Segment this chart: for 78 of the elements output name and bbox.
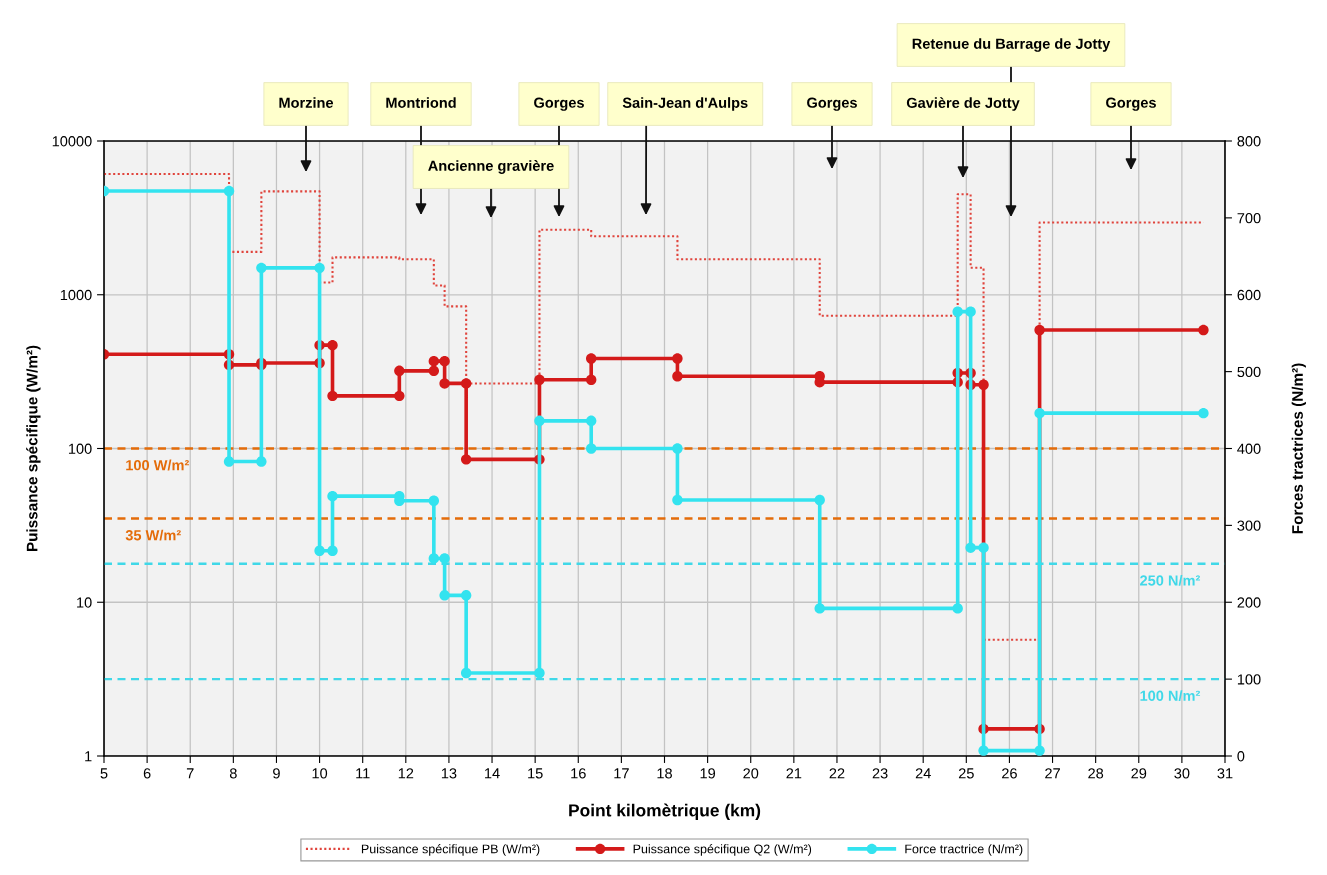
y-tick-label: 1 <box>85 751 92 762</box>
ref-line-label: 100 W/m² <box>126 459 190 471</box>
x-tick-label: 13 <box>441 768 457 779</box>
x-tick-label: 18 <box>657 768 672 779</box>
point <box>394 365 405 377</box>
point <box>978 379 989 390</box>
y2-tick-label: 200 <box>1237 597 1261 608</box>
text: Retenue du Barrage de Jotty <box>912 38 1111 52</box>
text: Gavière de Jotty <box>906 97 1020 111</box>
x-tick-label: 29 <box>1131 768 1147 779</box>
point <box>534 374 545 385</box>
y2-tick-label: 600 <box>1237 289 1261 301</box>
x-tick-label: 21 <box>786 768 802 779</box>
x-axis-title: Point kilomètrique (km) <box>569 803 761 820</box>
ref-line-label: 250 N/m² <box>1140 574 1201 586</box>
point <box>439 355 450 367</box>
point <box>428 355 440 367</box>
ref-line-label: 35 W/m² <box>125 529 181 541</box>
x-tick-label: 14 <box>485 768 500 779</box>
y2-tick-label: 100 <box>1237 674 1261 685</box>
x-tick-label: 25 <box>958 768 974 779</box>
point <box>672 353 683 364</box>
x-tick-label: 9 <box>273 768 280 779</box>
point <box>672 371 683 382</box>
ref-line-label: 100 N/m² <box>1140 690 1201 702</box>
point <box>1034 324 1045 336</box>
y2-tick-label: 300 <box>1237 520 1261 531</box>
y2-tick-label: 500 <box>1237 366 1261 378</box>
legend-label: Force tractrice (N/m²) <box>905 844 1023 856</box>
point <box>586 353 597 364</box>
y2-tick-label: 800 <box>1237 136 1261 147</box>
point <box>460 454 472 465</box>
x-tick-label: 5 <box>100 768 108 779</box>
point <box>327 339 338 351</box>
point <box>460 378 472 389</box>
point <box>439 378 450 389</box>
legend-label: Puissance spécifique Q2 (W/m²) <box>633 844 812 856</box>
x-tick-label: 28 <box>1088 768 1104 779</box>
point <box>586 374 597 385</box>
x-tick-label: 23 <box>872 768 888 779</box>
text: Gorges <box>807 97 857 111</box>
x-tick-label: 24 <box>915 768 931 779</box>
x-tick-label: 30 <box>1174 768 1190 779</box>
y-tick-label: 1000 <box>60 289 92 301</box>
x-tick-label: 22 <box>829 768 845 779</box>
y-axis-title: Puissance spécifique (W/m²) <box>26 345 41 552</box>
x-tick-label: 19 <box>700 768 716 779</box>
y-tick-label: 100 <box>68 443 92 454</box>
x-tick-label: 10 <box>312 768 328 779</box>
point <box>428 365 440 377</box>
text: Montriond <box>386 97 456 108</box>
y2-tick-label: 0 <box>1237 751 1245 762</box>
point <box>394 390 405 402</box>
annotation: Ancienne gravière <box>428 160 554 174</box>
x-tick-label: 27 <box>1045 768 1060 779</box>
y2-tick-label: 400 <box>1237 443 1261 454</box>
x-tick-label: 11 <box>356 768 370 779</box>
x-tick-label: 7 <box>186 768 194 779</box>
x-tick-label: 15 <box>528 768 543 779</box>
text: Morzine <box>279 97 334 108</box>
point <box>1198 324 1209 336</box>
x-tick-label: 17 <box>614 768 629 779</box>
text: Gorges <box>1106 97 1156 111</box>
x-tick-label: 20 <box>743 768 759 779</box>
y-tick-label: 10000 <box>52 136 92 147</box>
x-tick-label: 26 <box>1002 768 1017 779</box>
y2-axis-title: Forces tractrices (N/m²) <box>1291 363 1306 534</box>
x-tick-label: 6 <box>143 768 151 779</box>
point <box>327 390 338 402</box>
text: Sain-Jean d'Aulps <box>622 97 748 111</box>
y-tick-label: 10 <box>77 597 92 608</box>
x-tick-label: 16 <box>571 768 586 779</box>
text: Gorges <box>534 97 584 111</box>
x-tick-label: 31 <box>1217 768 1233 779</box>
x-tick-label: 8 <box>229 768 237 779</box>
y2-tick-label: 700 <box>1237 212 1261 224</box>
legend-label: Puissance spécifique PB (W/m²) <box>361 844 540 856</box>
x-tick-label: 12 <box>398 768 414 779</box>
